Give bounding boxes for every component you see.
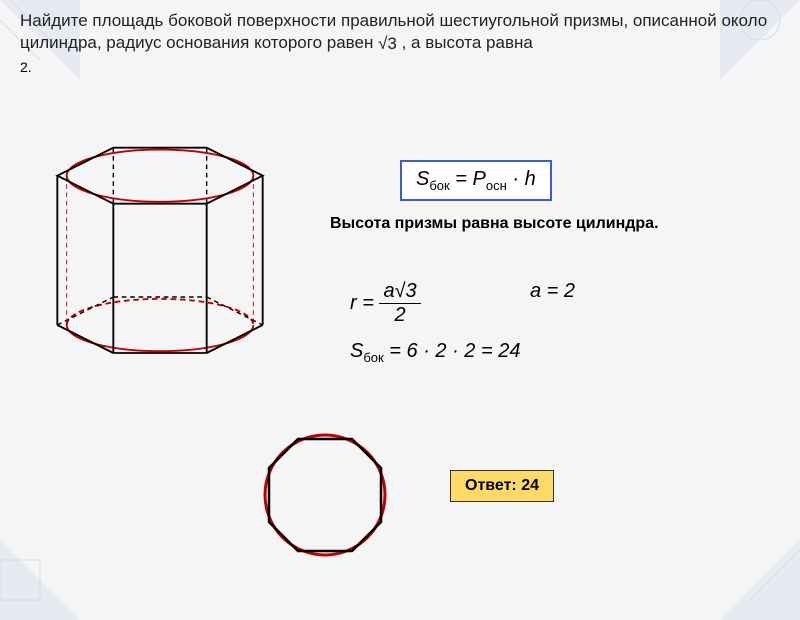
eq1: = <box>450 168 473 190</box>
octagon-circle-figure <box>250 420 400 570</box>
s-sub2: бок <box>363 350 383 365</box>
s-rest: = 6 · 2 · 2 = 24 <box>384 340 521 362</box>
s-calculation: Sбок = 6 · 2 · 2 = 24 <box>350 340 520 365</box>
s-label2: S <box>350 340 363 362</box>
prism-cylinder-figure <box>20 130 300 380</box>
lateral-area-formula: Sбок = Pосн · h <box>400 160 552 201</box>
corner-decoration-bl <box>0 520 80 620</box>
r-eq: r = <box>350 292 379 314</box>
problem-statement: Найдите площадь боковой поверхности прав… <box>20 10 780 75</box>
h-label: h <box>525 168 536 190</box>
r-num: a√3 <box>379 280 420 304</box>
given-height: 2. <box>20 59 780 75</box>
s-sub: бок <box>429 178 449 193</box>
dot: · <box>507 168 525 190</box>
height-note: Высота призмы равна высоте цилиндра. <box>330 215 680 233</box>
r-den: 2 <box>379 304 420 327</box>
given-radius: √3 <box>378 33 397 55</box>
p-label: P <box>473 168 486 190</box>
r-formula: r = a√32 <box>350 280 421 327</box>
a-value: a = 2 <box>530 280 575 303</box>
s-label: S <box>416 168 429 190</box>
problem-line2: , а высота равна <box>402 33 533 52</box>
corner-decoration-br <box>720 520 800 620</box>
answer-box: Ответ: 24 <box>450 470 554 502</box>
p-sub: осн <box>486 178 507 193</box>
